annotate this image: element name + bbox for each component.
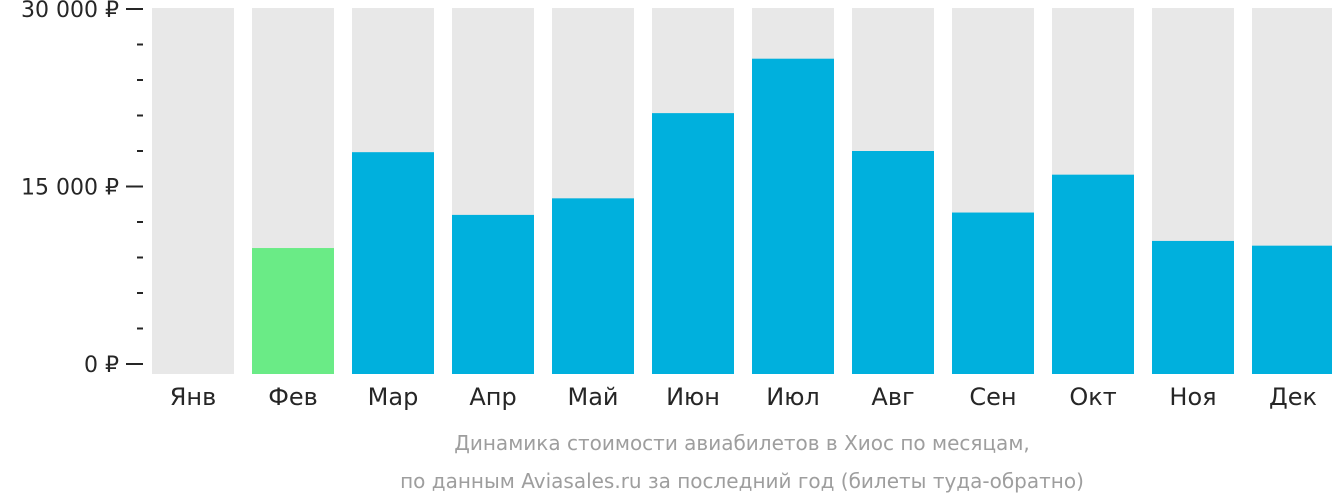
bar-1[interactable] <box>252 248 334 374</box>
xtick-label-0: Янв <box>170 383 217 411</box>
xtick-label-6: Июл <box>766 383 820 411</box>
y-axis: 0 ₽ 15 000 ₽ 30 000 ₽ <box>21 0 143 378</box>
chart-caption: Динамика стоимости авиабилетов в Хиос по… <box>400 431 1084 493</box>
xtick-label-4: Май <box>567 383 618 411</box>
bar-11[interactable] <box>1252 245 1332 374</box>
ytick-label-0: 0 ₽ <box>84 353 119 378</box>
xtick-label-2: Мар <box>368 383 419 411</box>
bar-7[interactable] <box>852 151 934 374</box>
bar-8[interactable] <box>952 212 1034 374</box>
xtick-label-9: Окт <box>1069 383 1116 411</box>
bars <box>152 8 1332 374</box>
xtick-label-11: Дек <box>1269 383 1317 411</box>
bar-3[interactable] <box>452 214 534 374</box>
xtick-label-8: Сен <box>969 383 1016 411</box>
bar-6[interactable] <box>752 58 834 374</box>
bar-4[interactable] <box>552 198 634 374</box>
caption-line-2: по данным Aviasales.ru за последний год … <box>400 469 1084 493</box>
bar-2[interactable] <box>352 152 434 374</box>
xtick-label-3: Апр <box>469 383 516 411</box>
x-axis: Янв Фев Мар Апр Май Июн Июл Авг Сен Окт Ноя Дек <box>170 383 1317 411</box>
ytick-label-1: 15 000 ₽ <box>21 176 119 201</box>
caption-line-1: Динамика стоимости авиабилетов в Хиос по… <box>454 431 1030 455</box>
xtick-label-1: Фев <box>268 383 318 411</box>
xtick-label-7: Авг <box>871 383 914 411</box>
ytick-label-2: 30 000 ₽ <box>21 0 119 23</box>
xtick-label-5: Июн <box>666 383 720 411</box>
xtick-label-10: Ноя <box>1169 383 1216 411</box>
bar-9[interactable] <box>1052 174 1134 374</box>
bar-10[interactable] <box>1152 240 1234 374</box>
bar-5[interactable] <box>652 113 734 374</box>
bar-background-0 <box>152 8 234 374</box>
